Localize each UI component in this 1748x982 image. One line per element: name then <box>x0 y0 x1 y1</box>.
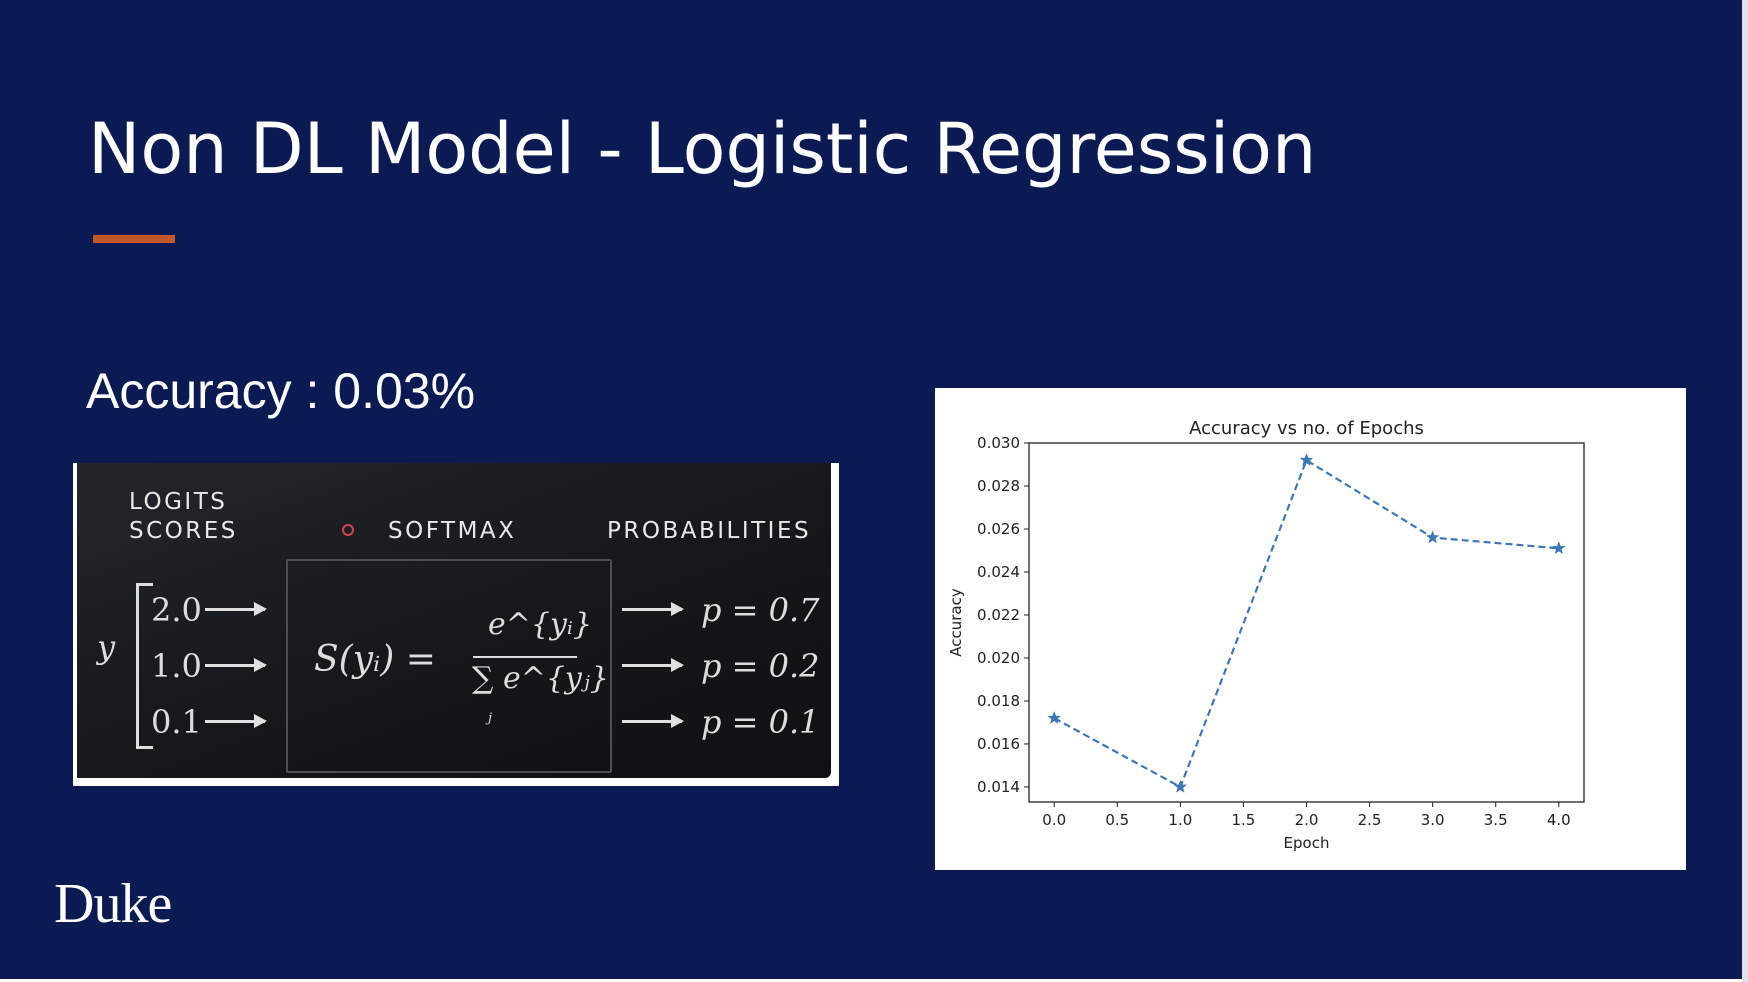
y-tick-label: 0.030 <box>977 434 1020 452</box>
data-point-star-marker <box>1299 452 1314 467</box>
formula-box: S(yᵢ) = e^{yᵢ} ∑ e^{yⱼ} j <box>286 559 612 773</box>
x-tick-label: 1.5 <box>1232 811 1256 829</box>
probabilities-label: PROBABILITIES <box>607 518 812 544</box>
y-tick-label: 0.028 <box>977 477 1020 495</box>
y-tick-label: 0.024 <box>977 563 1020 581</box>
logit-value: 1.0 <box>151 647 202 685</box>
formula-sum-index: j <box>488 711 493 726</box>
plot-frame <box>1028 442 1585 803</box>
formula-numerator: e^{yᵢ} <box>488 607 593 642</box>
y-tick-label: 0.016 <box>977 735 1020 753</box>
x-axis-label: Epoch <box>1284 834 1330 852</box>
data-point-star-marker <box>1551 541 1566 555</box>
x-tick-label: 3.0 <box>1421 811 1445 829</box>
slide-edge-strip <box>1742 0 1748 982</box>
arrow-icon <box>205 602 267 616</box>
arrow-icon <box>622 714 684 728</box>
series-line <box>1053 458 1559 789</box>
accuracy-chart: 0.0 0.5 1.0 1.5 2.0 2.5 3.0 3.5 4.0 0.014 0.016 0.0… <box>935 388 1686 870</box>
x-tick-label: 4.0 <box>1547 811 1571 829</box>
logits-label-line1: LOGITS <box>129 489 228 515</box>
probability-value: p = 0.1 <box>701 703 820 741</box>
x-tick-label: 2.5 <box>1358 811 1382 829</box>
softmax-dot-icon <box>342 524 354 536</box>
accuracy-chart-svg: 0.0 0.5 1.0 1.5 2.0 2.5 3.0 3.5 4.0 0.014 0.016 0.0… <box>947 418 1585 852</box>
y-tick-label: 0.022 <box>977 606 1020 624</box>
data-point-star-marker <box>1425 530 1440 544</box>
x-tick-label: 1.0 <box>1168 811 1192 829</box>
arrow-icon <box>205 658 267 672</box>
fraction-bar <box>473 656 577 658</box>
x-tick-label: 0.0 <box>1042 811 1066 829</box>
x-tick-label: 0.5 <box>1105 811 1129 829</box>
y-tick-label: 0.026 <box>977 520 1020 538</box>
y-tick-label: 0.018 <box>977 692 1020 710</box>
x-tick-label: 2.0 <box>1295 811 1319 829</box>
formula-lhs: S(yᵢ) = <box>314 639 436 680</box>
title-accent-bar <box>93 235 175 243</box>
data-point-star-marker <box>1173 779 1188 793</box>
arrow-icon <box>205 714 267 728</box>
chart-title: Accuracy vs no. of Epochs <box>1189 418 1424 439</box>
y-tick-label: 0.020 <box>977 649 1020 667</box>
y-axis-label: Accuracy <box>947 588 965 657</box>
vector-bracket <box>136 583 153 749</box>
duke-logo: Duke <box>54 873 172 935</box>
arrow-icon <box>622 658 684 672</box>
arrow-icon <box>622 602 684 616</box>
softmax-figure: LOGITS SCORES SOFTMAX PROBABILITIES y 2.… <box>73 463 839 786</box>
probability-value: p = 0.2 <box>701 647 820 685</box>
y-vector-label: y <box>97 628 116 666</box>
formula-denominator: ∑ e^{yⱼ} <box>472 661 609 696</box>
accuracy-text: Accuracy : 0.03% <box>86 363 476 419</box>
probability-value: p = 0.7 <box>701 591 820 629</box>
softmax-label: SOFTMAX <box>388 518 517 544</box>
slide-title: Non DL Model - Logistic Regression <box>88 108 1317 190</box>
y-tick-label: 0.014 <box>977 778 1020 796</box>
softmax-figure-background: LOGITS SCORES SOFTMAX PROBABILITIES y 2.… <box>77 463 831 778</box>
logit-value: 2.0 <box>151 591 202 629</box>
data-point-star-marker <box>1047 710 1062 724</box>
logits-label-line2: SCORES <box>129 518 238 544</box>
logit-value: 0.1 <box>151 703 202 741</box>
x-tick-label: 3.5 <box>1484 811 1508 829</box>
logits-scores-label: LOGITS SCORES <box>129 488 238 546</box>
